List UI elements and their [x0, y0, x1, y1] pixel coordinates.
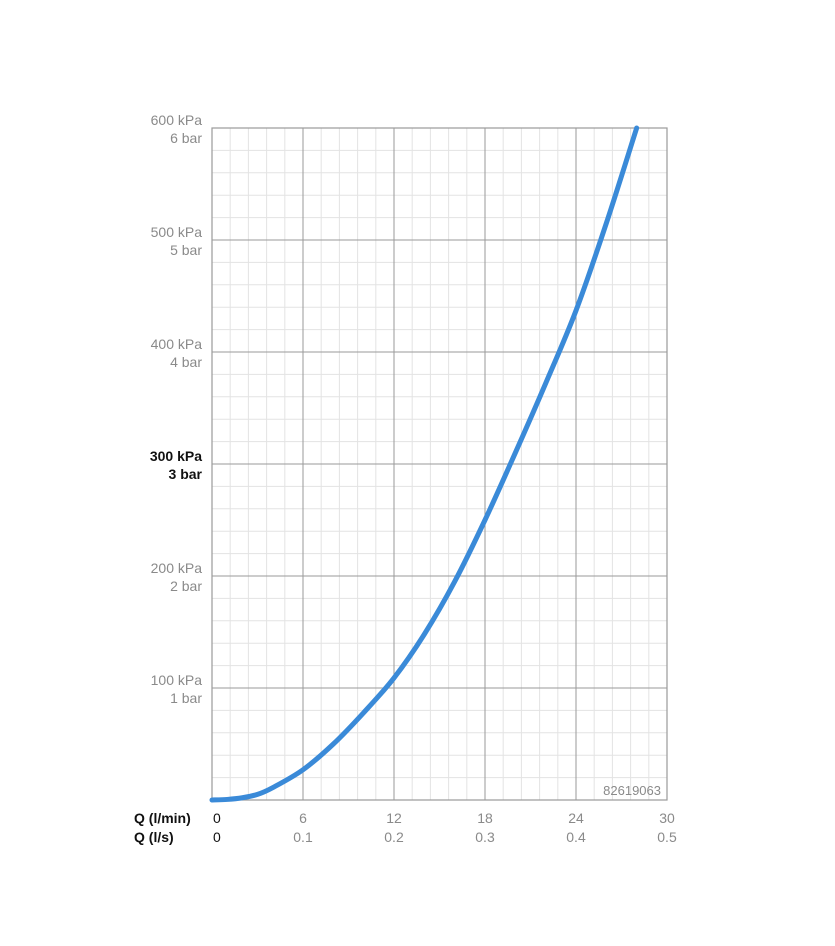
y-tick-label-bar: 4 bar: [170, 354, 202, 370]
product-code: 82619063: [603, 783, 661, 798]
x-tick-label-ls: 0.4: [566, 829, 586, 845]
y-tick-label-kpa: 600 kPa: [151, 112, 203, 128]
x-tick-label-lmin: 18: [477, 810, 493, 826]
y-tick-label-bar: 1 bar: [170, 690, 202, 706]
x-axis-title-ls: Q (l/s): [134, 829, 174, 845]
y-tick-label-bar: 5 bar: [170, 242, 202, 258]
x-axis-title-lmin: Q (l/min): [134, 810, 191, 826]
y-tick-label-kpa: 100 kPa: [151, 672, 203, 688]
x-tick-label-ls: 0.1: [293, 829, 313, 845]
y-tick-label-kpa: 400 kPa: [151, 336, 203, 352]
x-tick-label-lmin: 0: [213, 810, 221, 826]
x-tick-label-ls: 0.5: [657, 829, 677, 845]
y-tick-label-bar: 2 bar: [170, 578, 202, 594]
y-tick-label-kpa: 300 kPa: [150, 448, 202, 464]
x-tick-label-lmin: 12: [386, 810, 402, 826]
pressure-curve: [209, 125, 640, 803]
y-tick-label-kpa: 500 kPa: [151, 224, 203, 240]
x-tick-label-lmin: 24: [568, 810, 584, 826]
plot-frame: [211, 127, 668, 801]
y-tick-label-bar: 3 bar: [169, 466, 203, 482]
x-tick-label-ls: 0: [213, 829, 221, 845]
x-tick-label-lmin: 30: [659, 810, 675, 826]
x-tick-label-lmin: 6: [299, 810, 307, 826]
x-tick-label-ls: 0.3: [475, 829, 495, 845]
x-tick-label-ls: 0.2: [384, 829, 404, 845]
y-tick-label-kpa: 200 kPa: [151, 560, 203, 576]
y-tick-label-bar: 6 bar: [170, 130, 202, 146]
